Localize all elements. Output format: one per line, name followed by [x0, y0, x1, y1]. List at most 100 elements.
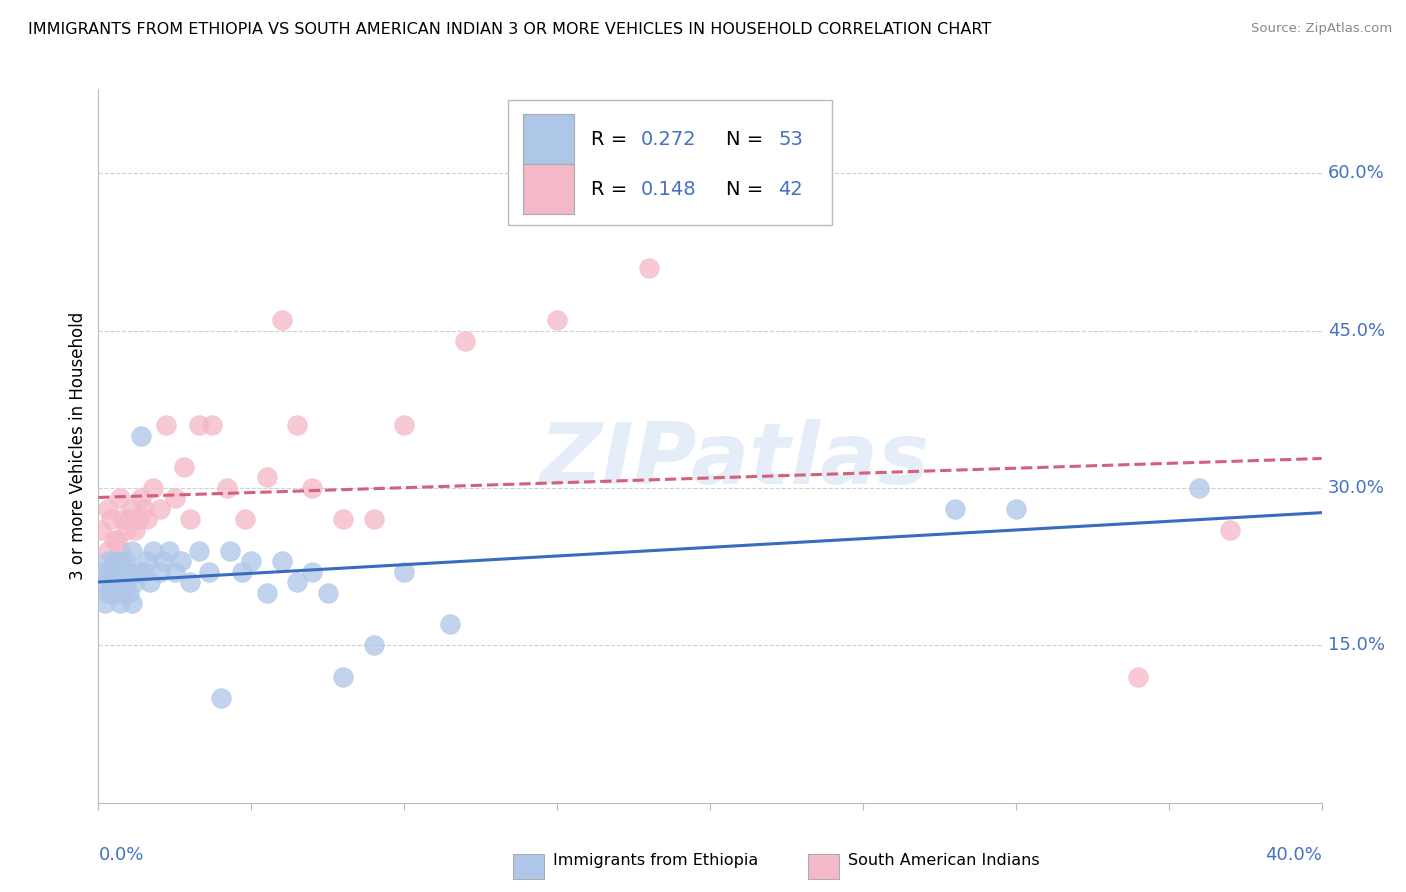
Text: IMMIGRANTS FROM ETHIOPIA VS SOUTH AMERICAN INDIAN 3 OR MORE VEHICLES IN HOUSEHOL: IMMIGRANTS FROM ETHIOPIA VS SOUTH AMERIC… [28, 22, 991, 37]
Point [316, 586, 339, 600]
Point [219, 544, 242, 558]
Point [108, 554, 131, 568]
Point [100, 512, 122, 526]
Point [134, 565, 156, 579]
Point [332, 512, 354, 526]
Point [270, 554, 292, 568]
Point [285, 417, 308, 432]
Point [1219, 523, 1241, 537]
Point [121, 596, 143, 610]
Point [197, 565, 219, 579]
Text: 0.272: 0.272 [640, 129, 696, 149]
Text: 0.148: 0.148 [640, 179, 696, 199]
Text: 53: 53 [779, 129, 803, 149]
Point [118, 586, 141, 600]
Point [103, 533, 125, 548]
Text: ZIPatlas: ZIPatlas [540, 418, 929, 502]
Point [127, 512, 149, 526]
Point [1188, 481, 1211, 495]
Text: 45.0%: 45.0% [1327, 321, 1385, 340]
Text: Immigrants from Ethiopia: Immigrants from Ethiopia [553, 854, 758, 868]
Point [103, 554, 125, 568]
Point [100, 575, 122, 590]
Text: 30.0%: 30.0% [1327, 479, 1385, 497]
Text: N =: N = [725, 129, 769, 149]
Point [943, 502, 966, 516]
Point [136, 512, 159, 526]
Text: South American Indians: South American Indians [848, 854, 1039, 868]
Point [163, 491, 186, 506]
Point [163, 565, 186, 579]
Point [231, 565, 253, 579]
Point [637, 260, 661, 275]
Point [1128, 670, 1150, 684]
Point [454, 334, 477, 348]
Point [139, 575, 162, 590]
FancyBboxPatch shape [508, 100, 832, 225]
Point [100, 586, 122, 600]
Point [240, 554, 263, 568]
Point [188, 417, 211, 432]
Text: 60.0%: 60.0% [1327, 164, 1385, 182]
Point [127, 565, 149, 579]
Point [270, 313, 292, 327]
Point [173, 460, 195, 475]
Point [100, 565, 122, 579]
Point [115, 523, 138, 537]
Point [103, 554, 125, 568]
Point [93, 596, 115, 610]
Point [108, 596, 131, 610]
Point [118, 565, 141, 579]
Point [111, 565, 134, 579]
Point [93, 565, 115, 579]
Text: R =: R = [592, 129, 634, 149]
Point [93, 565, 115, 579]
Point [301, 481, 323, 495]
Point [97, 586, 120, 600]
Point [546, 313, 568, 327]
Point [363, 512, 385, 526]
Point [129, 491, 152, 506]
Point [136, 554, 159, 568]
Point [121, 544, 143, 558]
Point [179, 575, 201, 590]
Text: 42: 42 [779, 179, 803, 199]
Point [256, 470, 278, 484]
Point [200, 417, 222, 432]
Y-axis label: 3 or more Vehicles in Household: 3 or more Vehicles in Household [69, 312, 87, 580]
Point [105, 533, 128, 548]
Point [97, 554, 120, 568]
Point [392, 565, 416, 579]
Text: 0.0%: 0.0% [98, 846, 143, 863]
Point [118, 512, 141, 526]
Text: R =: R = [592, 179, 634, 199]
Point [115, 575, 138, 590]
Point [97, 544, 120, 558]
Point [108, 491, 131, 506]
Point [301, 565, 323, 579]
Text: 40.0%: 40.0% [1265, 846, 1322, 863]
Point [256, 586, 278, 600]
Point [90, 575, 112, 590]
Point [142, 481, 165, 495]
Point [103, 575, 125, 590]
Point [124, 575, 146, 590]
Point [149, 502, 172, 516]
Point [124, 523, 146, 537]
Point [129, 428, 152, 442]
Point [188, 544, 211, 558]
Text: N =: N = [725, 179, 769, 199]
Point [179, 512, 201, 526]
Point [233, 512, 256, 526]
Point [134, 502, 156, 516]
Point [209, 690, 232, 705]
Point [105, 586, 128, 600]
Bar [523, 164, 574, 214]
Point [115, 554, 138, 568]
Point [142, 544, 165, 558]
Point [152, 554, 174, 568]
Point [111, 512, 134, 526]
Point [285, 575, 308, 590]
Point [108, 544, 131, 558]
Point [157, 544, 180, 558]
